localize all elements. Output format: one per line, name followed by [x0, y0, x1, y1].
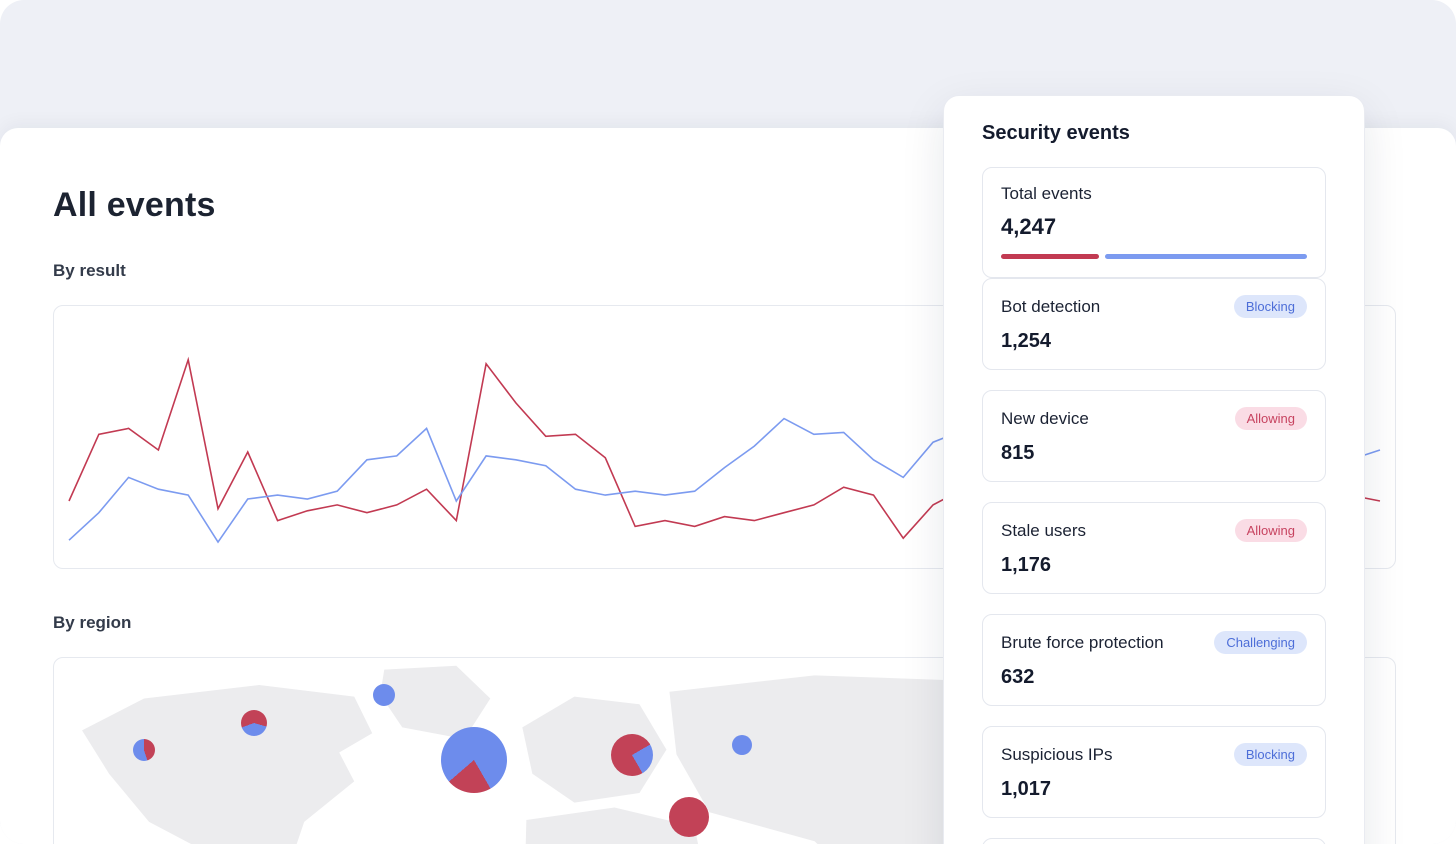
security-event-card[interactable]: Stale users Allowing 1,176: [982, 502, 1326, 594]
total-events-value: 4,247: [1001, 214, 1057, 239]
event-label: Brute force protection: [1001, 632, 1164, 652]
event-action-badge: Challenging: [1214, 631, 1307, 654]
security-event-card[interactable]: Suspicious IPs Blocking 1,017: [982, 726, 1326, 818]
page-title: All events: [53, 186, 216, 224]
event-action-badge: Allowing: [1234, 407, 1307, 430]
event-label: New device: [1001, 408, 1089, 428]
events-ratio-bar: [1001, 254, 1307, 259]
security-event-card[interactable]: New device Allowing 815: [982, 390, 1326, 482]
region-pie-bubble: [133, 739, 155, 761]
event-action-badge: Allowing: [1234, 519, 1307, 542]
security-event-card-partial[interactable]: [982, 838, 1326, 844]
event-label: Bot detection: [1001, 296, 1101, 316]
event-label: Stale users: [1001, 520, 1087, 540]
event-count: 815: [1001, 442, 1035, 464]
ratio-bar-segment: [1001, 254, 1099, 259]
event-action-badge: Blocking: [1233, 743, 1307, 766]
region-pie-bubble: [441, 727, 507, 793]
region-pie-bubble: [611, 734, 653, 776]
security-events-panel: Security events Total events 4,247 Bot d…: [943, 95, 1365, 844]
event-count: 1,176: [1001, 554, 1052, 576]
event-count: 1,017: [1001, 778, 1052, 800]
region-pie-bubble: [373, 684, 395, 706]
total-events-card[interactable]: Total events 4,247: [982, 167, 1326, 278]
total-events-label: Total events: [1001, 184, 1092, 203]
security-event-card[interactable]: Brute force protection Challenging 632: [982, 614, 1326, 706]
security-cards-list: Bot detection Blocking 1,254 New device Allo…: [982, 278, 1326, 844]
security-event-card[interactable]: Bot detection Blocking 1,254: [982, 278, 1326, 370]
event-label: Suspicious IPs: [1001, 744, 1113, 764]
event-action-badge: Blocking: [1233, 295, 1307, 318]
section-label-by-region: By region: [53, 613, 132, 632]
ratio-bar-segment: [1104, 254, 1307, 259]
region-pie-bubble: [669, 797, 709, 837]
event-count: 632: [1001, 666, 1035, 688]
section-label-by-result: By result: [53, 261, 126, 280]
event-count: 1,254: [1001, 330, 1052, 352]
region-pie-bubble: [732, 735, 752, 755]
region-pie-bubble: [241, 710, 267, 736]
security-panel-title: Security events: [982, 122, 1130, 144]
